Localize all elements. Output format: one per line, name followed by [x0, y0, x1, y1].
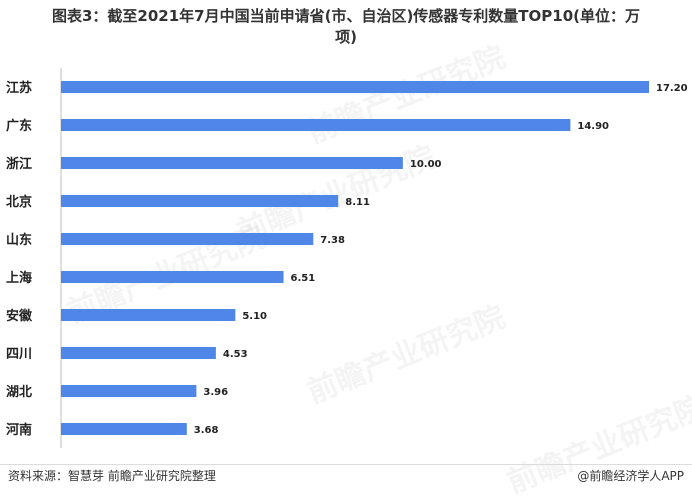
category-label: 河南 — [6, 422, 32, 438]
value-label: 8.11 — [345, 197, 370, 208]
value-label: 3.68 — [194, 425, 219, 436]
bar — [61, 157, 403, 169]
value-label: 17.20 — [656, 83, 688, 94]
value-label: 3.96 — [203, 387, 228, 398]
bar — [61, 119, 571, 131]
category-label: 江苏 — [6, 80, 32, 96]
chart-title: 图表3：截至2021年7月中国当前申请省(市、自治区)传感器专利数量TOP10(… — [0, 6, 692, 48]
bar — [61, 385, 197, 397]
bar — [61, 271, 284, 283]
brand-credit: @前瞻经济学人APP — [577, 469, 684, 483]
source-note: 资料来源：智慧芽 前瞻产业研究院整理 — [8, 469, 216, 483]
category-label: 上海 — [6, 270, 32, 286]
bar — [61, 309, 236, 321]
category-label: 山东 — [6, 232, 32, 248]
category-label: 四川 — [6, 347, 32, 362]
bar — [61, 233, 314, 245]
bar — [61, 81, 649, 93]
chart-title-line-2: 项) — [335, 28, 357, 46]
category-label: 湖北 — [6, 385, 32, 400]
value-label: 10.00 — [410, 159, 442, 170]
value-label: 5.10 — [242, 311, 267, 322]
bar — [61, 423, 187, 435]
bar — [61, 347, 216, 359]
chart-title-line-1: 图表3：截至2021年7月中国当前申请省(市、自治区)传感器专利数量TOP10(… — [51, 7, 641, 25]
value-label: 14.90 — [577, 121, 609, 132]
value-label: 6.51 — [291, 273, 316, 284]
category-label: 浙江 — [6, 156, 32, 172]
value-label: 7.38 — [320, 235, 345, 246]
category-label: 北京 — [6, 194, 32, 210]
category-label: 广东 — [6, 118, 32, 134]
value-label: 4.53 — [223, 349, 248, 360]
footer: 资料来源：智慧芽 前瞻产业研究院整理 @前瞻经济学人APP — [0, 464, 692, 487]
category-label: 安徽 — [6, 308, 33, 324]
bar — [61, 195, 339, 207]
